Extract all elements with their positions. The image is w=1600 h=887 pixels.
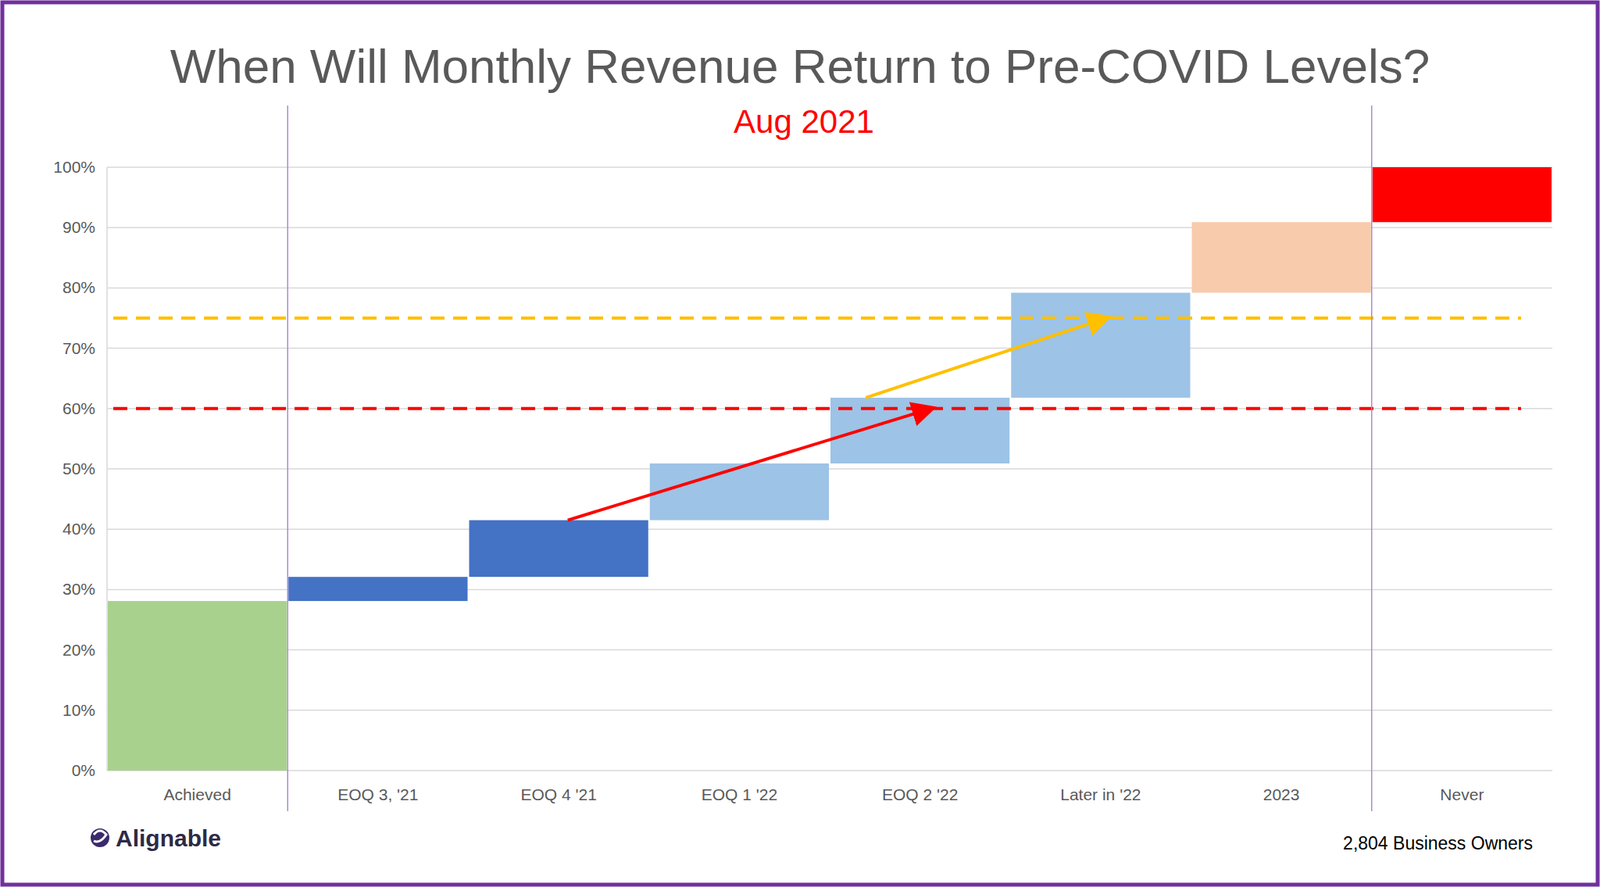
y-tick-label: 10% — [62, 700, 96, 719]
separator — [1371, 105, 1373, 811]
grid-line — [107, 467, 1553, 470]
reference-lines — [113, 317, 1522, 409]
x-tick-label: Later in '22 — [1060, 785, 1141, 804]
arrow — [567, 408, 932, 521]
bar — [1192, 221, 1372, 293]
grid-line — [107, 769, 1553, 772]
x-tick-label: EOQ 2 '22 — [882, 785, 958, 804]
reference-line — [113, 407, 1522, 411]
bars — [107, 167, 1552, 771]
y-tick-label: 20% — [62, 640, 96, 659]
bar — [107, 600, 287, 771]
reference-line — [113, 316, 1522, 320]
grid-line — [107, 166, 1553, 168]
grid — [107, 167, 1553, 771]
logo-swirl — [93, 830, 107, 842]
grid-line — [107, 709, 1553, 711]
note: 2,804 Business Owners — [1342, 832, 1533, 854]
bar — [650, 463, 829, 521]
x-tick-label: EOQ 1 '22 — [701, 785, 778, 804]
y-tick-label: 80% — [62, 278, 96, 297]
y-tick-label: 60% — [62, 399, 96, 418]
x-tick-label: EOQ 3, '21 — [337, 785, 418, 804]
y-axis-line — [106, 167, 108, 771]
arrow — [865, 317, 1107, 398]
y-tick-label: 70% — [62, 339, 96, 358]
grid-line — [107, 347, 1553, 350]
y-tick-label: 40% — [62, 519, 96, 538]
bar — [469, 520, 649, 578]
bar — [1010, 292, 1190, 398]
grid-line — [107, 528, 1553, 530]
frame — [2, 2, 1598, 885]
x-tick-label: 2023 — [1263, 785, 1300, 804]
logo — [90, 828, 110, 847]
y-tick-label: 90% — [62, 217, 96, 236]
grid-line — [107, 649, 1553, 651]
subtitle: Aug 2021 — [733, 103, 875, 140]
x-tick-label: Achieved — [163, 785, 231, 804]
chart: When Will Monthly Revenue Return to Pre-… — [0, 0, 1600, 887]
y-tick-label: 100% — [53, 157, 96, 176]
x-tick-label: EOQ 4 '21 — [520, 785, 597, 804]
y-tick-label: 30% — [62, 579, 96, 598]
bar — [1372, 167, 1552, 222]
y-tick-label: 50% — [62, 459, 96, 478]
source: Alignable — [115, 825, 222, 851]
bar — [288, 576, 468, 601]
separator — [287, 105, 290, 811]
y-tick-label: 0% — [71, 760, 96, 779]
logo-icon — [90, 828, 110, 847]
title: When Will Monthly Revenue Return to Pre-… — [170, 39, 1431, 93]
x-tick-label: Never — [1439, 785, 1484, 804]
grid-line — [107, 407, 1553, 410]
